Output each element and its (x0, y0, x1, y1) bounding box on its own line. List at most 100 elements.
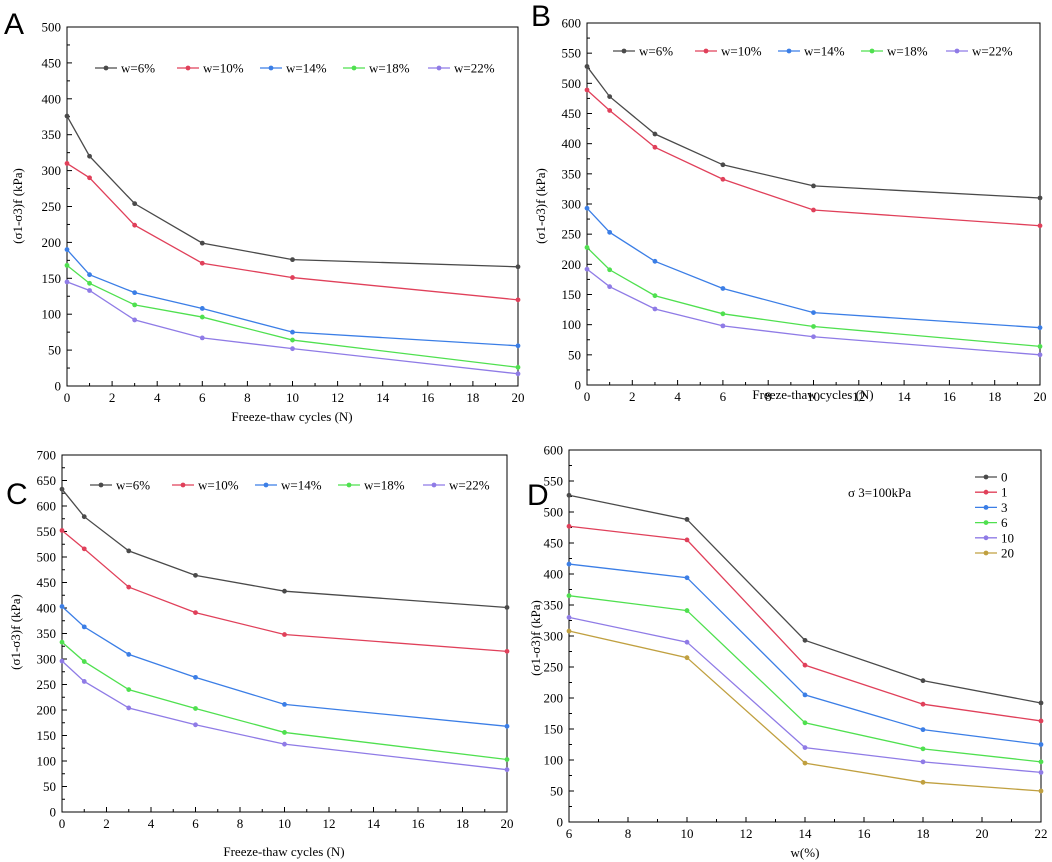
y-tick-label: 50 (568, 347, 581, 362)
legend-entry: w=6% (95, 61, 155, 76)
x-tick-label: 12 (331, 390, 344, 405)
legend-label: w=14% (286, 61, 327, 76)
x-axis-label: Freeze-thaw cycles (N) (223, 844, 344, 859)
x-tick-label: 2 (103, 816, 110, 831)
legend-swatch-marker (983, 550, 989, 556)
data-point (566, 561, 572, 567)
x-tick-label: 18 (917, 826, 930, 841)
series-line (66, 281, 519, 375)
series-b-2 (584, 205, 1043, 331)
series-line (568, 494, 1042, 704)
legend-swatch-marker (983, 505, 989, 510)
x-axis-label: Freeze-thaw cycles (N) (231, 409, 352, 424)
data-point (59, 528, 65, 533)
data-point (126, 705, 132, 711)
data-point (802, 720, 808, 726)
legend-swatch-marker (869, 48, 875, 54)
y-tick-label: 600 (37, 499, 57, 514)
legend-label: 0 (1001, 470, 1008, 485)
x-tick-label: 4 (154, 390, 161, 405)
chart-panel-a: 0 50 100 150 200 250 300 350 400 450 500 0 2 4 6 8 10 12 1… (4, 8, 525, 424)
data-point (920, 779, 926, 785)
data-point (132, 222, 138, 228)
legend-swatch-marker (983, 535, 989, 541)
x-tick-label: 6 (192, 816, 199, 831)
legend-swatch-marker (436, 65, 442, 71)
data-point (504, 723, 510, 729)
y-tick-label: 200 (562, 257, 582, 272)
data-point (81, 546, 87, 552)
x-tick-label: 0 (64, 390, 71, 405)
x-tick-label: 16 (412, 816, 426, 831)
series-b-0 (584, 64, 1043, 201)
data-point (720, 311, 726, 317)
data-point (199, 306, 205, 311)
data-point (652, 293, 658, 299)
data-point (802, 760, 808, 766)
legend-swatch-marker (185, 65, 191, 71)
y-tick-label: 400 (42, 91, 62, 106)
series-b-4 (584, 266, 1043, 358)
series-line (586, 66, 1041, 199)
legend-swatch-marker (786, 48, 792, 54)
data-point (720, 286, 726, 291)
legend-label: w=22% (454, 61, 495, 76)
data-point (81, 514, 87, 520)
legend-entry: w=10% (177, 61, 244, 76)
data-point (684, 575, 690, 581)
legend-swatch-marker (983, 474, 989, 480)
data-point (584, 266, 590, 272)
panel-letter: A (4, 8, 24, 41)
x-tick-label: 20 (512, 390, 525, 405)
y-tick-label: 150 (37, 728, 57, 743)
series-c-2 (59, 604, 510, 729)
y-tick-label: 500 (544, 505, 564, 520)
x-tick-label: 8 (765, 389, 772, 404)
y-tick-label: 450 (544, 536, 564, 551)
data-point (811, 183, 816, 189)
y-tick-label: 500 (562, 76, 582, 91)
data-point (584, 205, 590, 211)
data-point (290, 329, 295, 335)
x-axis-label: Freeze-thaw cycles (N) (752, 387, 873, 402)
legend-entry: w=14% (260, 61, 327, 76)
series-line (61, 660, 508, 771)
y-tick-label: 600 (544, 443, 564, 458)
data-point (199, 240, 205, 246)
x-tick-label: 16 (421, 390, 435, 405)
data-point (64, 279, 70, 285)
x-tick-label: 14 (898, 389, 912, 404)
series-c-1 (59, 528, 510, 654)
series-line (586, 246, 1041, 348)
series-d-0 (566, 492, 1044, 706)
y-tick-label: 450 (42, 55, 62, 70)
data-point (59, 639, 65, 645)
y-tick-label: 350 (42, 127, 62, 142)
x-tick-label: 0 (584, 389, 591, 404)
data-point (87, 175, 92, 181)
data-point (59, 486, 65, 492)
y-tick-label: 400 (37, 601, 57, 616)
y-tick-label: 100 (562, 317, 582, 332)
y-tick-label: 450 (37, 575, 57, 590)
data-point (566, 492, 572, 498)
chart-panel-b: 0 50 100 150 200 250 300 350 400 450 500 550 600 0 2 4 6… (531, 0, 1047, 404)
series-c-3 (59, 639, 510, 762)
panel-letter: D (527, 479, 549, 512)
x-tick-label: 2 (109, 390, 116, 405)
legend-label: w=18% (887, 44, 928, 59)
y-axis-label: (σ1-σ3)f (kPa) (10, 168, 25, 244)
legend-entry: w=22% (423, 478, 490, 493)
data-point (1037, 223, 1043, 229)
legend-swatch-marker (703, 48, 709, 54)
y-tick-label: 50 (550, 784, 563, 799)
y-tick-label: 500 (42, 20, 62, 35)
y-tick-label: 700 (37, 448, 57, 463)
data-point (282, 741, 287, 747)
series-a-4 (64, 279, 521, 377)
series-line (66, 115, 519, 268)
x-tick-label: 2 (629, 389, 636, 404)
series-line (61, 641, 508, 761)
legend-label: w=10% (721, 44, 762, 59)
data-point (81, 679, 87, 684)
